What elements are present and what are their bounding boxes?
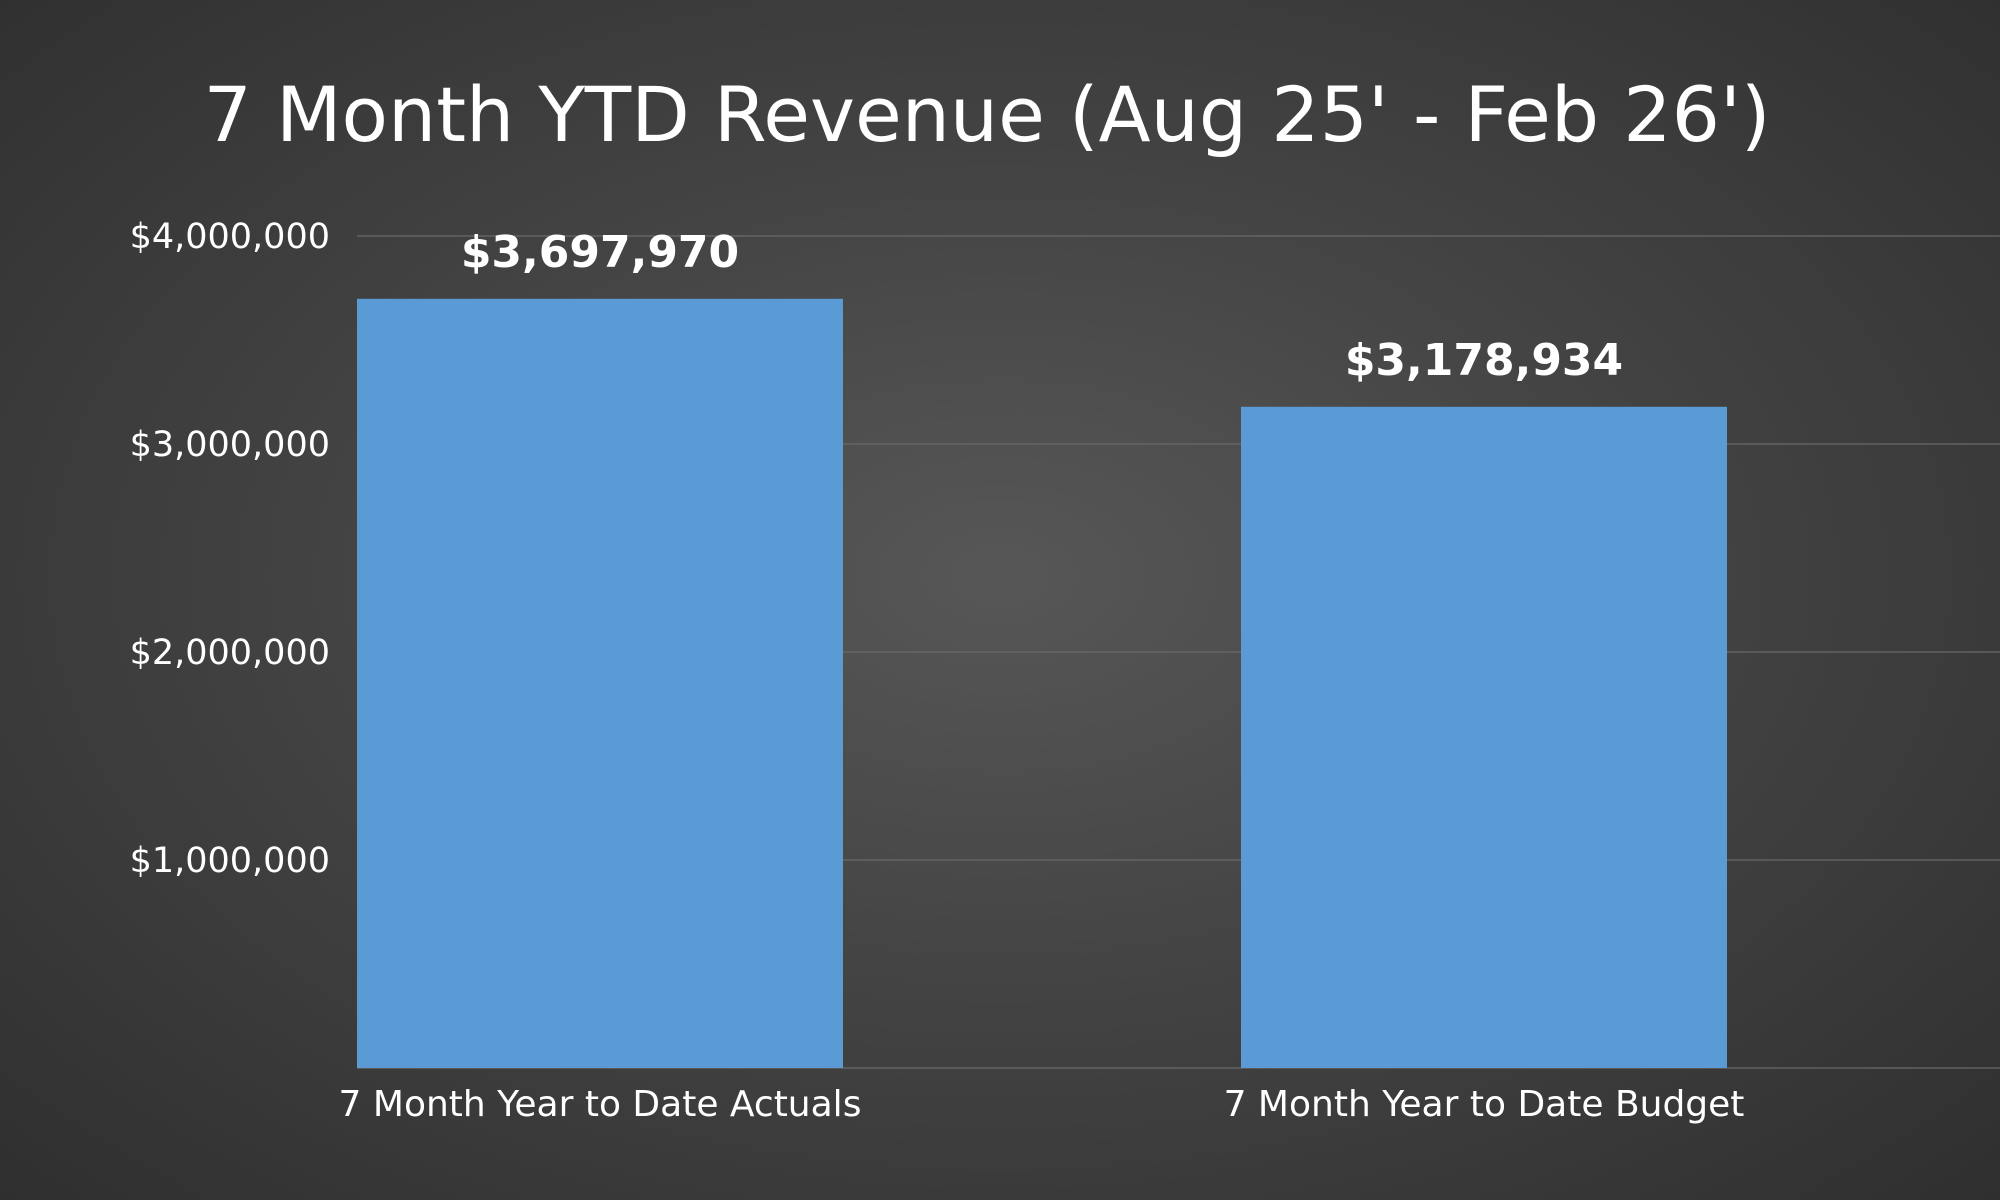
chart-title: 7 Month YTD Revenue (Aug 25' - Feb 26'): [203, 70, 1771, 159]
y-tick-label: $1,000,000: [130, 841, 330, 881]
bar: [357, 298, 843, 1068]
data-label: $3,178,934: [1345, 335, 1623, 386]
y-tick-label: $4,000,000: [130, 217, 330, 257]
x-tick-label: 7 Month Year to Date Budget: [1224, 1084, 1745, 1125]
y-tick-label: $2,000,000: [130, 633, 330, 673]
y-tick-label: $3,000,000: [130, 425, 330, 465]
data-label: $3,697,970: [461, 227, 739, 278]
x-tick-label: 7 Month Year to Date Actuals: [339, 1084, 862, 1125]
bar: [1241, 406, 1727, 1068]
